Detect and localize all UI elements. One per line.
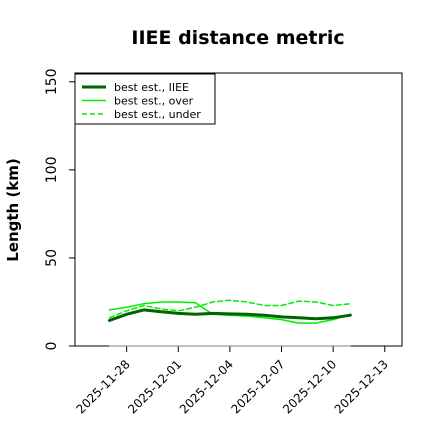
x-tick-label: 2025-12-10 (280, 357, 339, 416)
x-tick-label: 2025-12-07 (228, 357, 287, 416)
x-tick-label: 2025-12-04 (177, 357, 236, 416)
legend-label: best est., IIEE (114, 81, 189, 94)
x-tick-label: 2025-11-28 (74, 357, 133, 416)
chart-title: IIEE distance metric (131, 27, 344, 49)
x-tick-label: 2025-12-13 (332, 357, 391, 416)
x-axis: 2025-11-282025-12-012025-12-042025-12-07… (74, 346, 391, 416)
legend-label: best est., over (114, 95, 194, 108)
y-axis-label: Length (km) (4, 158, 22, 262)
x-tick-label: 2025-12-01 (125, 357, 184, 416)
y-tick-label: 150 (44, 68, 60, 95)
series-line-2 (108, 299, 352, 319)
series-line-0 (107, 308, 352, 322)
legend-box (74, 73, 216, 125)
y-tick-label: 50 (44, 249, 60, 267)
y-axis: 0 50 100 150 (44, 68, 75, 350)
y-tick-label: 100 (44, 157, 60, 184)
y-tick-label: 0 (44, 342, 60, 351)
series-layer (107, 299, 352, 347)
legend-label: best est., under (114, 108, 201, 121)
